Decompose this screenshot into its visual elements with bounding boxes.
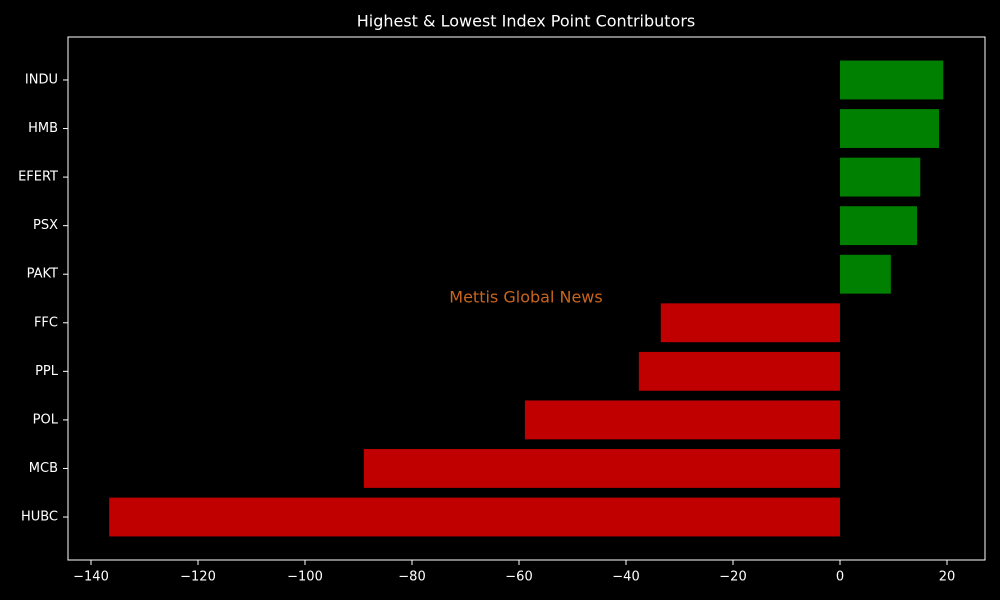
y-tick-label: PPL	[35, 364, 59, 379]
y-tick-label: MCB	[29, 461, 58, 476]
y-tick-label: POL	[33, 412, 59, 427]
x-tick-label: 0	[836, 570, 844, 585]
x-tick-label: −20	[719, 570, 746, 585]
bar	[840, 157, 921, 197]
x-tick-label: −80	[398, 570, 425, 585]
bar	[840, 206, 918, 246]
y-tick-label: PSX	[33, 218, 58, 233]
bar	[524, 400, 841, 440]
y-tick-label: HMB	[28, 121, 58, 136]
x-tick-label: −60	[505, 570, 532, 585]
x-tick-label: −140	[73, 570, 109, 585]
bar	[660, 303, 841, 343]
chart-title: Highest & Lowest Index Point Contributor…	[357, 12, 696, 31]
plot-frame	[67, 36, 986, 561]
bar	[363, 449, 841, 488]
y-tick-label: EFERT	[18, 170, 58, 185]
x-tick-label: −100	[287, 570, 323, 585]
x-tick-label: −120	[180, 570, 216, 585]
x-tick-label: 20	[939, 570, 956, 585]
bar	[638, 351, 841, 391]
y-tick-label: FFC	[34, 315, 58, 330]
x-tick-label: −40	[612, 570, 639, 585]
y-tick-label: HUBC	[21, 510, 58, 525]
bar	[109, 497, 841, 537]
annotation: Mettis Global News	[449, 288, 602, 307]
bar	[840, 60, 944, 100]
bar	[840, 109, 939, 148]
y-tick-label: PAKT	[27, 267, 58, 282]
y-tick-label: INDU	[25, 72, 58, 87]
bar	[840, 254, 891, 294]
